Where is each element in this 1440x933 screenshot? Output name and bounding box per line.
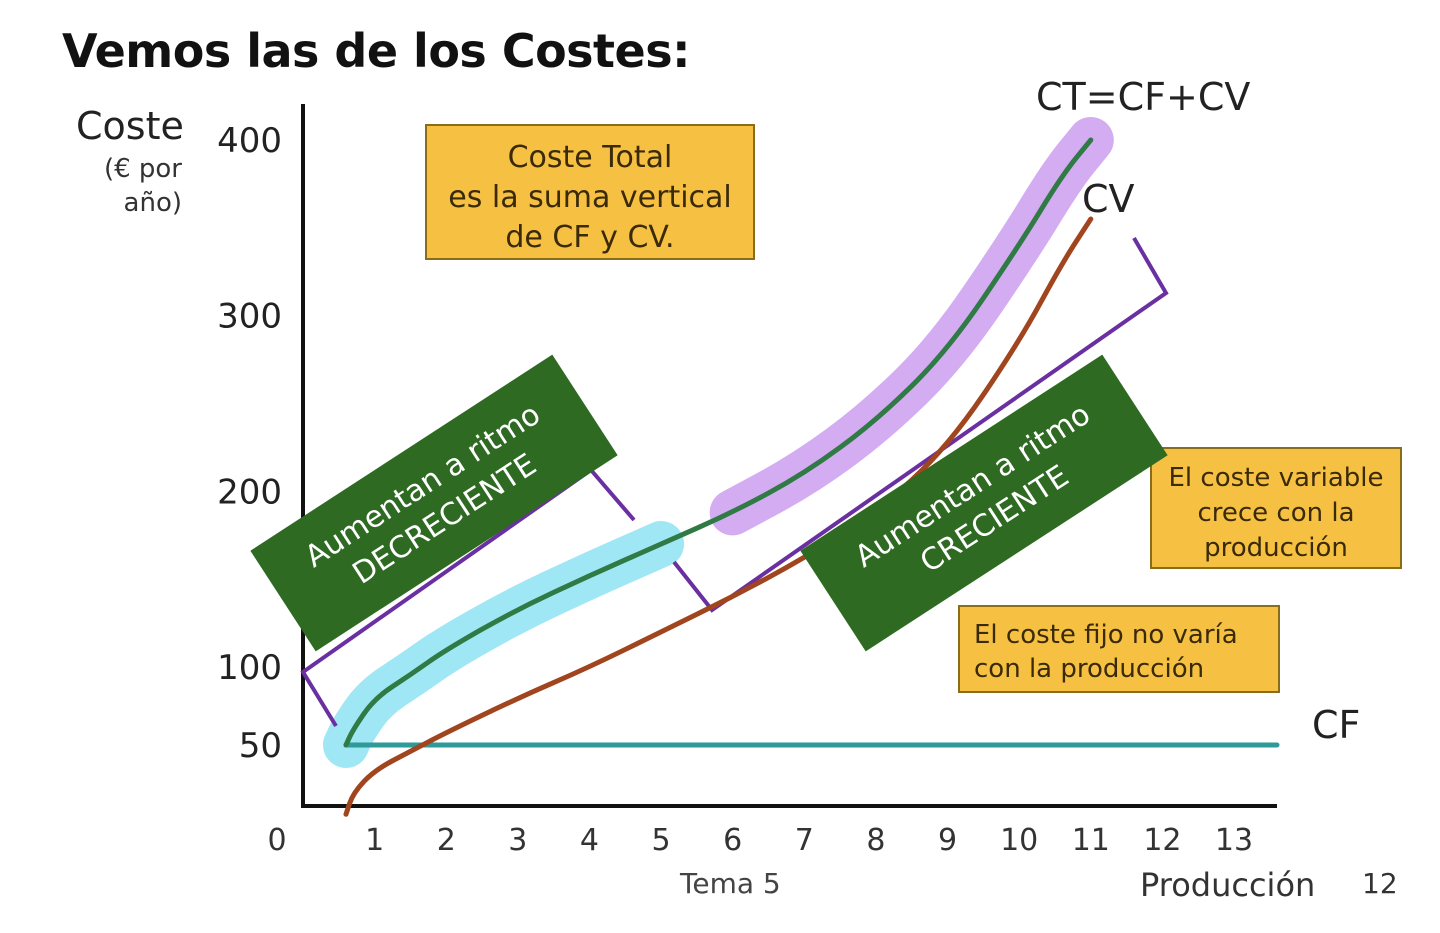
y-tick-label: 300 [217,297,282,337]
y-tick-label: 100 [217,648,282,688]
x-tick-label: 13 [1215,823,1253,858]
annotation-line: El coste variable [1168,463,1384,493]
x-tick-label: 2 [437,823,456,858]
x-tick-label: 7 [795,823,814,858]
x-tick-label: 10 [1000,823,1038,858]
x-tick-label: 1 [365,823,384,858]
y-tick-label: 400 [217,121,282,161]
x-tick-label: 11 [1072,823,1110,858]
annotation-line: producción [1204,533,1348,563]
series-label-cf: CF [1312,703,1360,747]
series-line [343,137,1094,748]
y-tick-label: 50 [239,726,282,766]
annotation-coste-variable: El coste variable crece con la producció… [1150,447,1402,569]
x-tick-label: 5 [652,823,671,858]
x-tick-label: 8 [866,823,885,858]
annotation-line: es la suma vertical [448,180,732,215]
x-tick-label: 9 [938,823,957,858]
annotation-coste-fijo: El coste fijo no varía con la producción [958,605,1280,693]
series-label-cv: CV [1082,177,1135,221]
x-tick-label: 4 [580,823,599,858]
annotation-coste-total: Coste Total es la suma vertical de CF y … [425,124,755,260]
annotation-line: crece con la [1197,498,1355,528]
page-number: 12 [1362,867,1398,900]
series-labels: CT=CF+CV CV CF [1036,75,1360,747]
series-label-ct: CT=CF+CV [1036,75,1250,119]
x-tick-label: 6 [723,823,742,858]
annotation-line: con la producción [974,654,1205,684]
y-axis-unit: (€ por año) [103,154,182,218]
x-axis-label: Producción [1140,866,1316,904]
y-tick-label: 200 [217,472,282,512]
annotation-line: de CF y CV. [505,220,675,255]
y-axis-label: Coste [76,104,184,148]
footer-tema: Tema 5 [680,867,781,900]
annotation-line: El coste fijo no varía [974,620,1238,650]
series-lines [343,137,1280,817]
axes [301,104,1277,808]
x-tick-label: 12 [1143,823,1181,858]
series-line [343,216,1094,817]
x-tick-label: 0 [267,823,286,858]
slide-title: Vemos las de los Costes: [62,24,691,78]
x-tick-label: 3 [508,823,527,858]
bracket-decreciente [300,467,636,728]
annotation-line: Coste Total [507,140,673,175]
